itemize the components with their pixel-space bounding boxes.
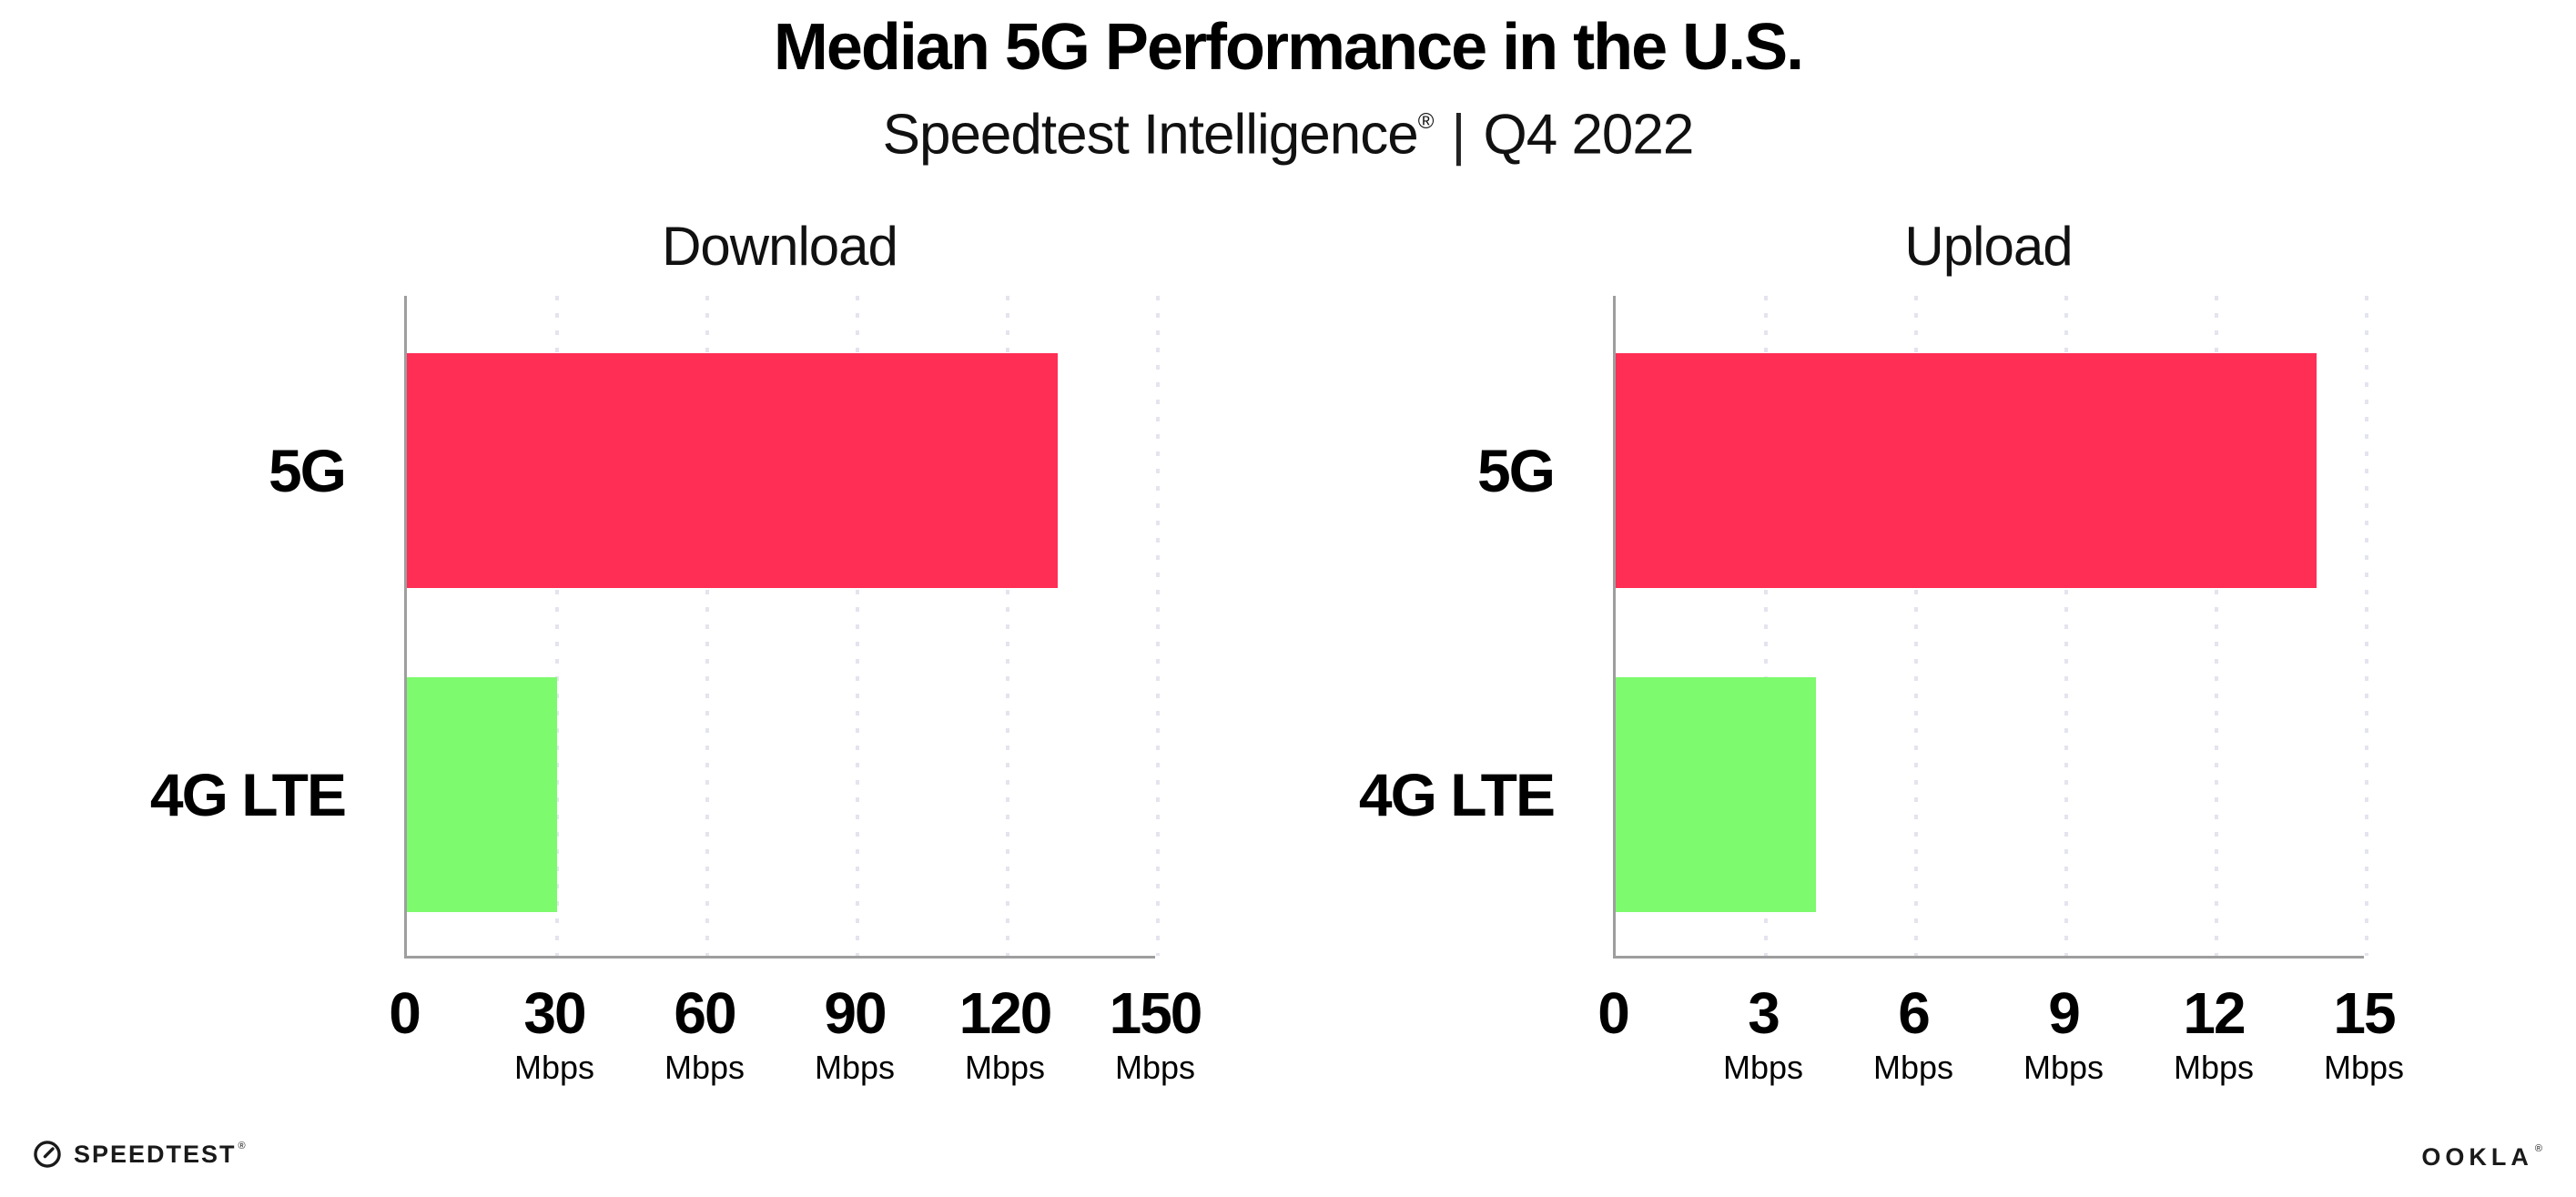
x-gridline-60 <box>705 296 709 956</box>
registered-mark: ® <box>1417 109 1435 134</box>
subtitle-separator: | <box>1451 103 1465 167</box>
x-tick-value: 3 <box>1748 980 1780 1046</box>
x-tick-12: 12 Mbps <box>2174 984 2254 1086</box>
upload-plot-area <box>1613 296 2368 959</box>
speedtest-gauge-icon <box>34 1141 61 1168</box>
x-tick-6: 6 Mbps <box>1873 984 1953 1086</box>
ookla-wordmark: OOKLA <box>2421 1143 2533 1171</box>
ookla-logo: OOKLA ® <box>2421 1143 2542 1172</box>
speedtest-wordmark: SPEEDTEST <box>74 1140 237 1168</box>
x-tick-value: 15 <box>2333 980 2396 1046</box>
x-tick-value: 30 <box>523 980 586 1046</box>
x-gridline-9 <box>2064 296 2068 956</box>
x-tick-unit: Mbps <box>1872 1049 1954 1086</box>
x-gridline-120 <box>1006 296 1009 956</box>
x-tick-unit: Mbps <box>664 1049 745 1086</box>
x-tick-0: 0 <box>1597 980 1630 1046</box>
x-tick-unit: Mbps <box>513 1049 595 1086</box>
category-label-4g-lte: 4G LTE <box>149 761 347 828</box>
x-tick-value: 90 <box>824 980 887 1046</box>
page-subtitle: Speedtest Intelligence® | Q4 2022 <box>0 93 2576 170</box>
x-tick-value: 60 <box>674 980 736 1046</box>
subtitle-brand: Speedtest Intelligence <box>882 103 1419 167</box>
x-tick-unit: Mbps <box>2173 1049 2255 1086</box>
x-tick-90: 90 Mbps <box>815 984 895 1086</box>
x-tick-value: 9 <box>2048 980 2081 1046</box>
speedtest-registered-mark: ® <box>238 1141 246 1151</box>
x-tick-value: 150 <box>1109 980 1203 1046</box>
x-tick-3: 3 Mbps <box>1723 984 1803 1086</box>
page-title: Median 5G Performance in the U.S. <box>773 11 1804 84</box>
x-tick-15: 15 Mbps <box>2324 984 2404 1086</box>
category-label-4g-lte: 4G LTE <box>1358 761 1556 828</box>
x-gridline-150 <box>1156 296 1160 956</box>
x-tick-value: 120 <box>958 980 1053 1046</box>
x-tick-value: 0 <box>389 980 421 1046</box>
upload-chart: Upload 5G 4G LTE 0 3 Mbps 6 Mbps 9 Mbps 12 Mbps 15… <box>1359 216 2404 1086</box>
x-tick-120: 120 Mbps <box>958 980 1053 1086</box>
upload-chart-title: Upload <box>1904 216 2073 277</box>
x-tick-unit: Mbps <box>1722 1049 1804 1086</box>
x-gridline-90 <box>856 296 859 956</box>
bar-5g <box>1616 353 2317 588</box>
speedtest-logo: SPEEDTEST ® <box>32 1139 246 1170</box>
download-chart: Download 5G 4G LTE 0 30 Mbps 60 Mbps 90 Mbps 120… <box>150 216 1203 1086</box>
download-chart-title: Download <box>662 216 898 277</box>
x-gridline-6 <box>1914 296 1918 956</box>
bar-5g <box>407 353 1058 588</box>
x-tick-value: 6 <box>1898 980 1931 1046</box>
x-tick-value: 0 <box>1597 980 1630 1046</box>
upload-category-labels: 5G 4G LTE <box>1253 296 1581 959</box>
x-tick-unit: Mbps <box>1114 1049 1196 1086</box>
bar-4g-lte <box>407 677 557 912</box>
download-plot-area <box>404 296 1160 959</box>
x-gridline-30 <box>555 296 559 956</box>
x-tick-unit: Mbps <box>814 1049 896 1086</box>
x-tick-unit: Mbps <box>2023 1049 2104 1086</box>
x-tick-unit: Mbps <box>964 1049 1046 1086</box>
category-label-5g: 5G <box>268 437 347 504</box>
bar-4g-lte <box>1616 677 1816 912</box>
subtitle-period: Q4 2022 <box>1483 103 1695 167</box>
x-tick-30: 30 Mbps <box>514 984 594 1086</box>
header: Median 5G Performance in the U.S. Speedt… <box>0 9 2576 170</box>
x-tick-9: 9 Mbps <box>2023 984 2104 1086</box>
x-tick-value: 12 <box>2183 980 2246 1046</box>
x-tick-60: 60 Mbps <box>664 984 745 1086</box>
category-label-5g: 5G <box>1476 437 1556 504</box>
x-gridline-15 <box>2365 296 2368 956</box>
download-category-labels: 5G 4G LTE <box>45 296 372 959</box>
x-tick-0: 0 <box>389 980 421 1046</box>
ookla-registered-mark: ® <box>2534 1142 2542 1154</box>
x-gridline-12 <box>2215 296 2218 956</box>
x-tick-unit: Mbps <box>2323 1049 2405 1086</box>
x-gridline-3 <box>1764 296 1768 956</box>
x-tick-150: 150 Mbps <box>1109 980 1203 1086</box>
